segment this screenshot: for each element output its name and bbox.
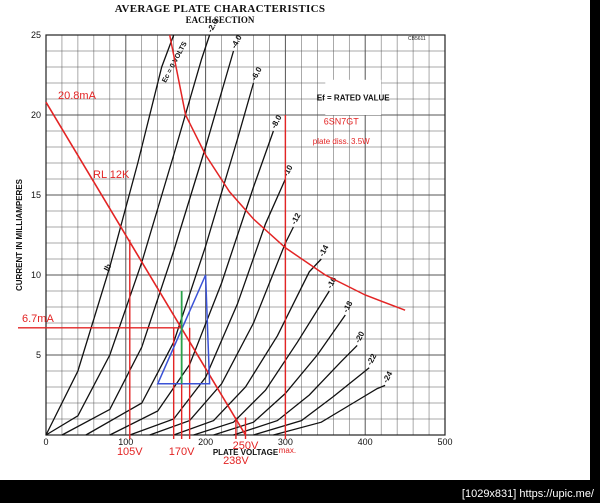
x-axis-label: PLATE VOLTAGE <box>213 448 279 457</box>
annotation-diss: plate diss. 3.5W <box>313 137 370 146</box>
grid-curve <box>149 226 294 436</box>
annotation-top-current: 20.8mA <box>58 90 97 102</box>
annotation-vb2: 238V <box>223 455 249 467</box>
x-tick-label: 100 <box>118 437 133 447</box>
grid-curve <box>85 82 255 436</box>
curve-bias-label: -20 <box>353 329 367 344</box>
image-footer: [1029x831] https://upic.me/ <box>461 488 594 500</box>
curve-bias-label: -16 <box>325 275 339 290</box>
y-tick-label: 15 <box>31 190 41 200</box>
grid-curve <box>173 258 322 436</box>
y-tick-label: 10 <box>31 270 41 280</box>
plate-dissipation-curve <box>168 34 406 311</box>
curve-bias-label: -12 <box>289 211 303 226</box>
x-tick-label: 300 <box>278 437 293 447</box>
load-line <box>45 101 247 436</box>
curve-bias-label: -18 <box>341 299 355 314</box>
chart-title: AVERAGE PLATE CHARACTERISTICS <box>114 3 326 15</box>
curve-bias-label: -24 <box>381 369 395 384</box>
grid-curve <box>61 50 235 436</box>
corner-code: CB5611 <box>408 36 426 42</box>
chart-paper <box>0 0 590 480</box>
curve-bias-label: -22 <box>365 352 379 367</box>
curve-bias-label: -8.0 <box>269 113 284 130</box>
annotation-tube: 6SN7GT <box>324 117 360 127</box>
annotation-vb: 250V <box>233 440 259 452</box>
x-tick-label: 500 <box>437 437 452 447</box>
legend-text: Ef = RATED VALUE <box>317 93 390 102</box>
x-tick-label: 0 <box>43 437 48 447</box>
grid-curve <box>129 178 286 436</box>
annotation-vq: 170V <box>169 446 195 458</box>
swing-triangle <box>156 274 211 385</box>
curve-bias-label: -2.0 <box>205 17 220 34</box>
curve-bias-label: -10 <box>281 163 295 178</box>
x-tick-label: 400 <box>358 437 373 447</box>
annotation-quiescent-current: 6.7mA <box>22 313 54 325</box>
x-tick-label: 200 <box>198 437 213 447</box>
curve-bias-label: -6.0 <box>249 65 264 82</box>
ib-label: Ib <box>102 262 113 273</box>
annotation-load: RL 12K <box>93 169 130 181</box>
y-axis-label: CURRENT IN MILLIAMPERES <box>15 178 24 291</box>
grid-curve <box>109 130 275 436</box>
grid-curve <box>193 290 330 436</box>
annotation-max: max. <box>279 446 296 455</box>
grid-curve <box>273 384 386 436</box>
y-tick-label: 20 <box>31 110 41 120</box>
y-tick-label: 25 <box>31 30 41 40</box>
grid-curve <box>233 344 358 436</box>
grid-curve <box>45 34 175 436</box>
y-tick-label: 5 <box>36 350 41 360</box>
legend-box <box>325 79 382 115</box>
curve-bias-label: -14 <box>317 243 331 258</box>
chart-subtitle: EACH SECTION <box>185 15 255 25</box>
annotation-vmin: 105V <box>117 446 143 458</box>
